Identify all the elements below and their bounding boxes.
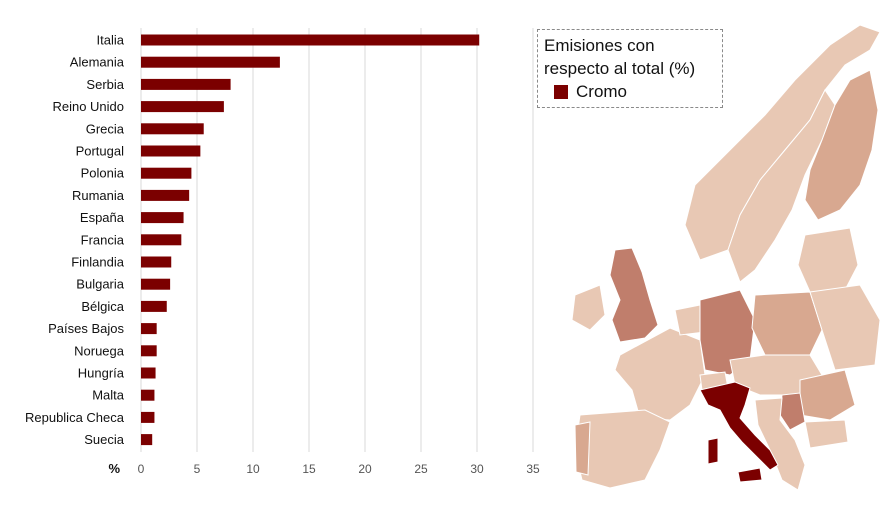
map-sicily	[737, 467, 763, 483]
bar	[141, 323, 157, 335]
bar	[141, 123, 204, 135]
bar	[141, 189, 190, 201]
legend: Emisiones con respecto al total (%) Crom…	[537, 29, 723, 108]
category-label: Serbia	[86, 77, 124, 92]
bar	[141, 345, 157, 357]
category-label: Países Bajos	[48, 321, 124, 336]
x-axis-ticks: 0 5 10 15 20 25 30 35	[138, 462, 540, 476]
bar-chart: Italia Alemania Serbia Reino Unido Grecia Por…	[25, 28, 540, 476]
bar	[141, 256, 172, 268]
legend-item: Cromo	[544, 80, 716, 103]
bar	[141, 56, 280, 68]
x-tick-label: 10	[246, 462, 260, 476]
map-poland	[751, 291, 823, 356]
gridlines	[140, 28, 534, 452]
x-tick-label: 35	[526, 462, 540, 476]
map-uk	[609, 247, 659, 343]
category-label: Noruega	[74, 343, 125, 358]
bars	[141, 34, 480, 446]
bar	[141, 300, 167, 312]
category-label: Francia	[81, 232, 125, 247]
category-label: Finlandia	[71, 255, 125, 270]
category-label: Reino Unido	[52, 99, 124, 114]
bar	[141, 234, 182, 246]
legend-item-label: Cromo	[576, 82, 628, 101]
map-baltics	[797, 227, 859, 293]
category-label: Bulgaria	[76, 277, 124, 292]
map-portugal	[574, 421, 591, 476]
map-italy	[699, 381, 779, 471]
bar	[141, 411, 155, 423]
category-label: Portugal	[76, 144, 125, 159]
map-east	[809, 284, 881, 371]
category-label: Italia	[97, 33, 125, 48]
x-tick-label: 25	[414, 462, 428, 476]
category-label: Malta	[92, 388, 125, 403]
legend-swatch	[554, 84, 568, 99]
x-tick-label: 30	[470, 462, 484, 476]
x-tick-label: 0	[138, 462, 145, 476]
map-finland	[804, 69, 879, 221]
map-balkans	[754, 397, 806, 491]
bar	[141, 167, 192, 179]
bar	[141, 34, 480, 46]
legend-title: Emisiones con respecto al total (%)	[544, 36, 696, 78]
category-label: Polonia	[81, 166, 125, 181]
category-label: Hungría	[78, 366, 125, 381]
map-ireland	[571, 284, 606, 331]
map-bulgaria	[804, 419, 849, 449]
category-label: Rumania	[72, 188, 125, 203]
bar	[141, 78, 231, 90]
category-labels: Italia Alemania Serbia Reino Unido Grecia Por…	[25, 33, 125, 448]
category-label: España	[80, 210, 125, 225]
bar	[141, 389, 155, 401]
x-tick-label: 15	[302, 462, 316, 476]
bar	[141, 145, 201, 157]
map-france	[614, 327, 706, 421]
bar	[141, 367, 156, 379]
category-label: Suecia	[84, 432, 125, 447]
bar	[141, 101, 224, 113]
bar	[141, 212, 184, 224]
x-tick-label: 5	[194, 462, 201, 476]
x-tick-label: 20	[358, 462, 372, 476]
category-label: Bélgica	[81, 299, 124, 314]
map-sardinia	[707, 437, 719, 465]
europe-map	[571, 24, 881, 491]
bar	[141, 434, 153, 446]
category-label: Grecia	[86, 121, 125, 136]
category-label: Republica Checa	[25, 410, 125, 425]
category-label: Alemania	[70, 55, 125, 70]
bar	[141, 278, 171, 290]
x-axis-unit-label: %	[108, 461, 120, 476]
